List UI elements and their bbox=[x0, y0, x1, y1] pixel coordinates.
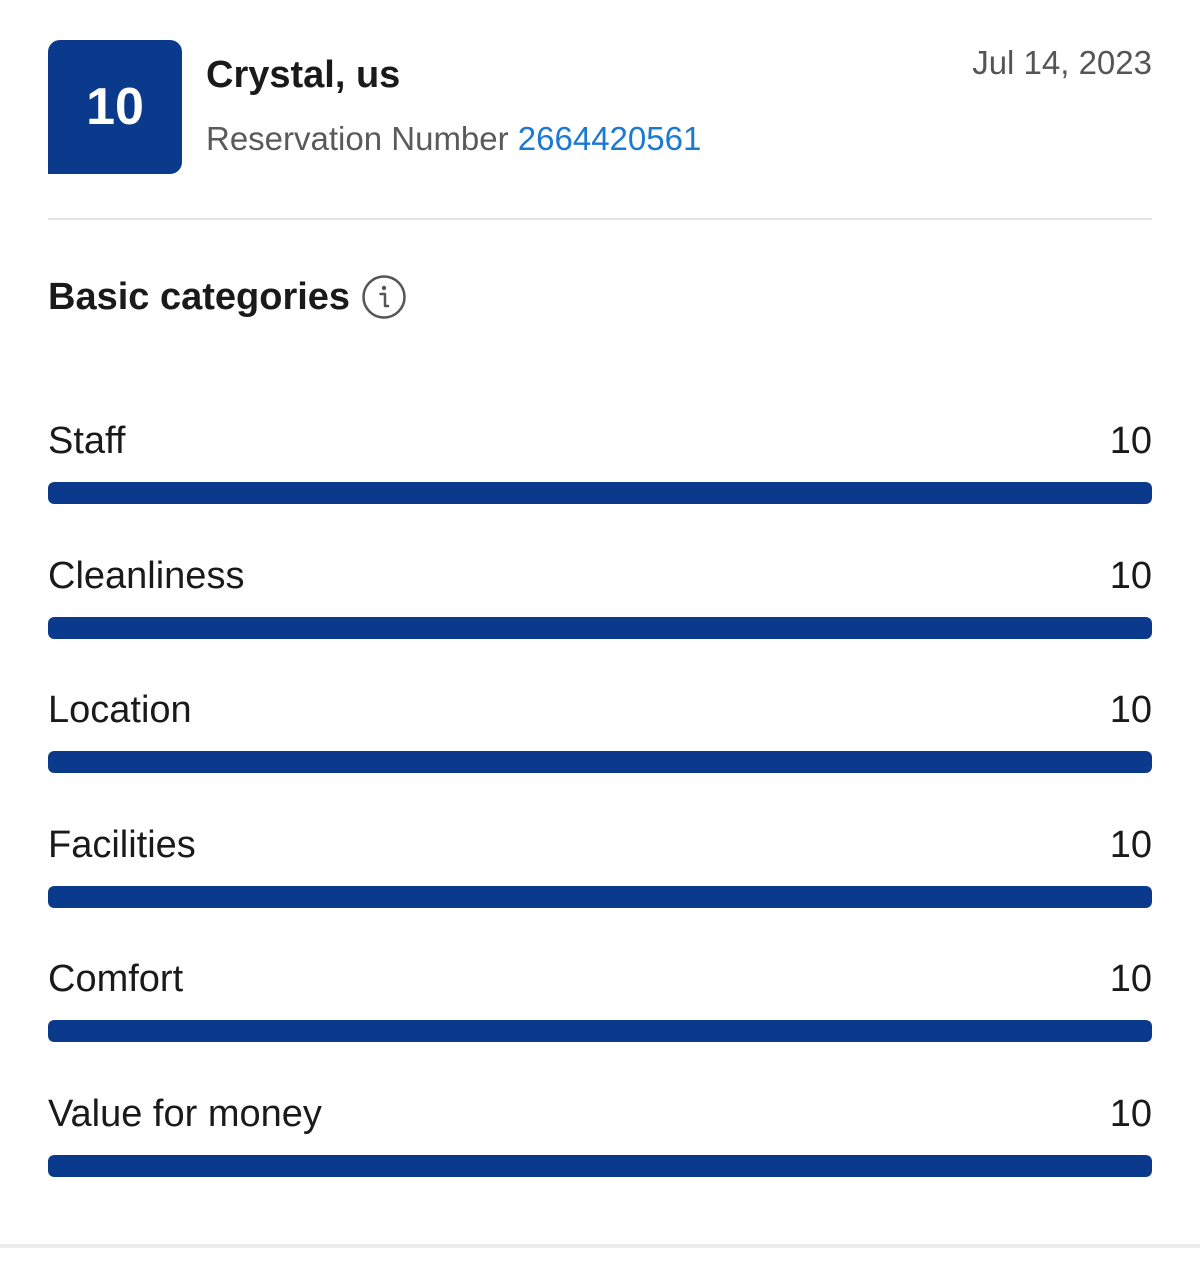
category-bar-fill bbox=[48, 616, 1152, 639]
category-item: Cleanliness 10 bbox=[48, 553, 1152, 688]
category-item: Location 10 bbox=[48, 687, 1152, 822]
category-item: Value for money 10 bbox=[48, 1091, 1152, 1226]
section-title: Basic categories bbox=[48, 275, 351, 318]
category-bar-track bbox=[48, 1020, 1152, 1043]
section-title-row: Basic categories bbox=[48, 272, 406, 322]
category-label: Value for money bbox=[48, 1092, 322, 1135]
category-score: 10 bbox=[1109, 823, 1152, 866]
info-icon[interactable] bbox=[362, 275, 406, 319]
category-score: 10 bbox=[1109, 554, 1152, 597]
category-label: Facilities bbox=[48, 823, 196, 866]
category-bar-fill bbox=[48, 1154, 1152, 1177]
category-list: Staff 10 Cleanliness 10 Location 10 Faci… bbox=[48, 418, 1152, 1226]
category-bar-track bbox=[48, 751, 1152, 774]
category-bar-fill bbox=[48, 482, 1152, 504]
bottom-divider bbox=[0, 1244, 1200, 1248]
category-label: Location bbox=[48, 689, 192, 732]
category-item: Facilities 10 bbox=[48, 822, 1152, 957]
category-score: 10 bbox=[1109, 1092, 1152, 1135]
category-label: Cleanliness bbox=[48, 554, 245, 597]
reservation-label: Reservation Number bbox=[206, 120, 509, 157]
category-score: 10 bbox=[1109, 689, 1152, 732]
category-bar-track bbox=[48, 616, 1152, 639]
category-item: Comfort 10 bbox=[48, 956, 1152, 1091]
category-bar-fill bbox=[48, 1020, 1152, 1043]
category-bar-fill bbox=[48, 751, 1152, 774]
reservation-line: Reservation Number 2664420561 bbox=[206, 120, 701, 158]
reviewer-name: Crystal, us bbox=[206, 54, 401, 96]
category-score: 10 bbox=[1109, 958, 1152, 1001]
category-bar-track bbox=[48, 885, 1152, 908]
category-label: Staff bbox=[48, 420, 126, 462]
category-label: Comfort bbox=[48, 958, 184, 1001]
category-bar-track bbox=[48, 482, 1152, 504]
header-divider bbox=[48, 218, 1152, 220]
review-date: Jul 14, 2023 bbox=[972, 44, 1152, 81]
category-item: Staff 10 bbox=[48, 418, 1152, 553]
category-bar-fill bbox=[48, 885, 1152, 908]
review-header: 10 Crystal, us Reservation Number 266442… bbox=[48, 40, 1152, 174]
reservation-number-link[interactable]: 2664420561 bbox=[517, 120, 702, 157]
category-score: 10 bbox=[1109, 420, 1152, 462]
category-bar-track bbox=[48, 1154, 1152, 1177]
score-badge: 10 bbox=[48, 40, 182, 174]
